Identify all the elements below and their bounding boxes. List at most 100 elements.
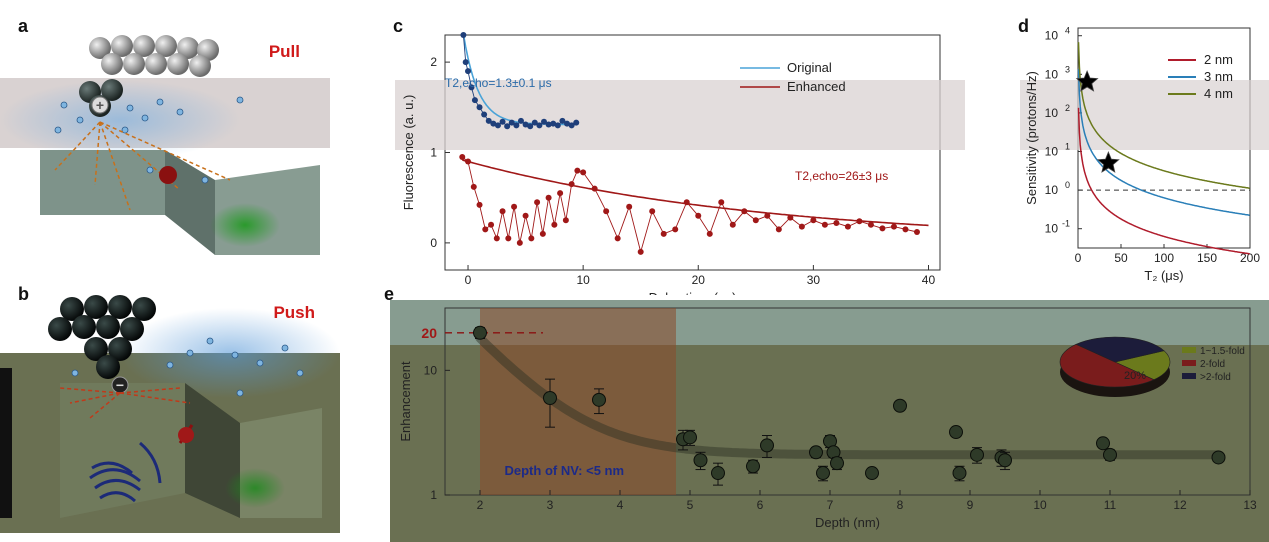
data-point [798, 223, 805, 230]
data-point [574, 167, 581, 174]
data-point [554, 122, 561, 129]
pie-legend-label: 1~1.5-fold [1200, 346, 1245, 357]
data-point [539, 230, 546, 237]
data-point [534, 199, 541, 206]
data-point [460, 32, 467, 38]
data-point [494, 122, 501, 129]
data-point [844, 223, 851, 230]
panel-letter-e: e [384, 284, 395, 304]
fluorescence-glow-b [225, 468, 285, 508]
x-tick-label: 5 [687, 498, 694, 512]
data-point [614, 235, 621, 242]
depth-region [480, 308, 676, 495]
y-tick-label: 1 [430, 146, 437, 160]
data-point [528, 235, 535, 242]
nv-spin-b [178, 424, 194, 444]
panel-letter-a: a [18, 16, 29, 36]
data-point [488, 221, 495, 228]
y-tick-exponent: 1 [1065, 142, 1070, 152]
positive-charge-icon [91, 96, 109, 114]
data-point [890, 223, 897, 230]
y-axis-label: Fluorescence (a. u.) [401, 95, 416, 211]
data-point [649, 208, 656, 215]
band-overlay-d [1020, 80, 1269, 150]
data-point [949, 425, 963, 440]
pie-legend-label: >2-fold [1200, 372, 1231, 383]
data-point [683, 199, 690, 206]
data-point [550, 120, 557, 127]
y-tick-label: 10 [1045, 222, 1059, 236]
data-point [833, 220, 840, 226]
data-point [893, 398, 907, 413]
data-point [760, 438, 774, 453]
schematic-push: − Push [0, 295, 340, 533]
data-point [559, 117, 566, 124]
pie-slice [1059, 343, 1155, 388]
x-tick-label: 7 [827, 498, 834, 512]
left-bar [0, 368, 12, 518]
data-point [473, 325, 487, 340]
data-point [729, 221, 736, 228]
diamond-face-right [165, 150, 215, 255]
y-tick-label: 10 [1045, 145, 1059, 159]
data-point [902, 226, 909, 233]
data-point [660, 230, 667, 237]
data-point [867, 221, 874, 228]
data-point [695, 212, 702, 219]
push-label: Push [273, 303, 315, 322]
chart-c: 0 10 20 30 40 0 1 2 Delay time (μs) Fluorescence … [395, 32, 965, 295]
pie-value-label: 20% [1124, 370, 1146, 382]
y-tick-exponent: 4 [1065, 26, 1070, 36]
x-tick-label: 13 [1243, 498, 1257, 512]
legend-label: 2 nm [1204, 52, 1233, 67]
pie-legend-swatch [1182, 373, 1196, 379]
x-axis-label: T₂ (μs) [1144, 268, 1183, 283]
data-point [1103, 447, 1117, 462]
data-point [856, 218, 863, 225]
data-point [551, 221, 558, 228]
x-tick-label: 0 [1075, 251, 1082, 265]
trend-band [475, 333, 1223, 460]
plot-frame [444, 34, 941, 271]
data-point [476, 201, 483, 208]
data-point [603, 208, 610, 215]
data-point [468, 84, 475, 91]
data-point [970, 447, 984, 462]
data-point [775, 226, 782, 233]
y-tick-label: 10 [1045, 183, 1059, 197]
y-tick-label: 2 [430, 55, 437, 69]
data-point [513, 122, 520, 129]
x-tick-label: 11 [1104, 498, 1117, 512]
x-tick-label: 3 [547, 498, 554, 512]
data-point [568, 181, 575, 188]
data-point [998, 453, 1012, 468]
legend-label: 3 nm [1204, 69, 1233, 84]
tip-spheres-b [48, 295, 156, 379]
y-tick-exponent: 3 [1065, 64, 1070, 74]
ion-dots-b [71, 337, 304, 397]
y-tick-exponent: 2 [1065, 103, 1070, 113]
data-point [545, 194, 552, 201]
pull-label: Pull [269, 42, 300, 61]
data-point [830, 456, 844, 471]
data-point [913, 229, 920, 236]
data-point [536, 122, 543, 129]
data-point [693, 453, 708, 468]
data-point [787, 214, 794, 221]
data-point [1096, 436, 1110, 451]
data-point [470, 183, 477, 190]
data-point [543, 390, 557, 405]
data-point [746, 459, 760, 474]
plot-frame-e [444, 307, 1251, 496]
diamond-face-left [40, 150, 165, 215]
data-point [810, 217, 817, 224]
x-tick-label: 10 [1033, 498, 1047, 512]
x-tick-label: 0 [465, 273, 472, 287]
y-tick-label: 0 [430, 236, 437, 250]
data-point [879, 225, 886, 232]
curve-0 [1077, 107, 1250, 255]
x-tick-label: 6 [757, 498, 764, 512]
data-point [706, 230, 713, 237]
x-axis-label: Delay time (μs) [649, 290, 737, 295]
ion-dots [54, 96, 244, 184]
